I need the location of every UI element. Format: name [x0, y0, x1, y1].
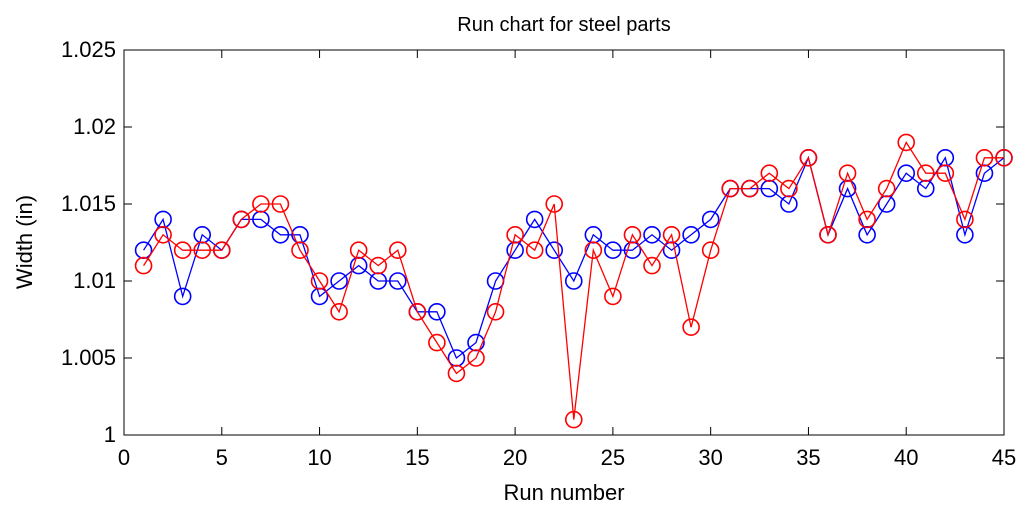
data-point	[564, 272, 583, 290]
series-2	[134, 133, 1013, 429]
data-point	[349, 241, 368, 259]
data-point	[975, 149, 994, 167]
data-point	[564, 410, 583, 429]
data-point	[525, 210, 544, 229]
data-point	[877, 179, 896, 198]
data-point	[330, 302, 348, 321]
x-tick-label: 15	[405, 445, 429, 470]
x-tick-label: 30	[698, 445, 722, 470]
data-point	[838, 164, 857, 182]
y-axis: 1 1.005 1.01 1.015 1.02 1.025	[61, 37, 1004, 447]
data-point	[486, 302, 505, 321]
data-point	[173, 241, 192, 259]
data-point	[604, 241, 622, 259]
y-tick-label: 1.01	[73, 268, 116, 293]
data-point	[819, 226, 837, 244]
data-point	[447, 364, 466, 383]
data-point	[701, 241, 720, 259]
data-point	[388, 272, 407, 290]
x-tick-label: 0	[118, 445, 130, 470]
data-point	[506, 226, 524, 244]
x-tick-label: 40	[894, 445, 918, 470]
data-point	[604, 287, 622, 306]
data-point	[467, 349, 485, 367]
data-point	[408, 302, 427, 321]
series-line	[143, 141, 1004, 420]
x-tick-label: 10	[307, 445, 331, 470]
x-tick-label: 5	[216, 445, 228, 470]
series-line	[143, 155, 1005, 360]
data-point	[252, 195, 270, 213]
data-point	[682, 226, 700, 244]
x-tick-label: 20	[503, 445, 527, 470]
y-tick-label: 1.005	[61, 345, 116, 370]
data-point	[428, 302, 446, 321]
data-point	[701, 210, 720, 229]
data-point	[662, 226, 681, 244]
chart-title: Run chart for steel parts	[457, 14, 670, 36]
data-point	[799, 149, 818, 167]
data-point	[173, 287, 192, 306]
data-point	[995, 149, 1013, 167]
x-tick-label: 25	[601, 445, 625, 470]
data-point	[134, 256, 153, 275]
series-layer	[134, 133, 1013, 429]
data-point	[291, 241, 309, 259]
data-point	[584, 241, 603, 259]
y-tick-label: 1.025	[61, 37, 116, 62]
x-axis: 0 5 10 15 20 25 30 35 40 45	[118, 50, 1016, 470]
y-tick-label: 1.015	[61, 191, 116, 216]
data-point	[212, 241, 231, 259]
data-point	[760, 164, 779, 182]
data-point	[643, 256, 661, 275]
data-point	[545, 241, 564, 259]
plot-area	[123, 49, 1005, 436]
data-point	[643, 226, 661, 244]
data-point	[897, 133, 916, 152]
data-point	[682, 318, 700, 337]
y-tick-label: 1.02	[73, 114, 116, 139]
data-point	[271, 226, 290, 244]
data-point	[916, 164, 935, 182]
data-point	[428, 333, 446, 352]
data-point	[721, 179, 740, 198]
data-point	[897, 164, 916, 182]
data-point	[858, 210, 876, 229]
data-point	[271, 195, 290, 213]
data-point	[525, 241, 544, 259]
data-point	[369, 256, 388, 275]
data-point	[936, 164, 955, 182]
data-point	[310, 272, 329, 290]
data-point	[330, 272, 348, 290]
data-point	[545, 195, 564, 213]
data-point	[956, 210, 974, 229]
data-point	[232, 210, 251, 229]
y-axis-label: Width (in)	[12, 195, 37, 289]
y-tick-label: 1	[104, 422, 116, 447]
x-tick-label: 35	[796, 445, 820, 470]
data-point	[154, 226, 172, 244]
data-point	[740, 179, 759, 198]
data-point	[780, 179, 798, 198]
data-point	[623, 226, 642, 244]
x-axis-label: Run number	[503, 480, 624, 505]
x-tick-label: 45	[992, 445, 1016, 470]
data-point	[193, 241, 212, 259]
data-point	[388, 241, 407, 259]
